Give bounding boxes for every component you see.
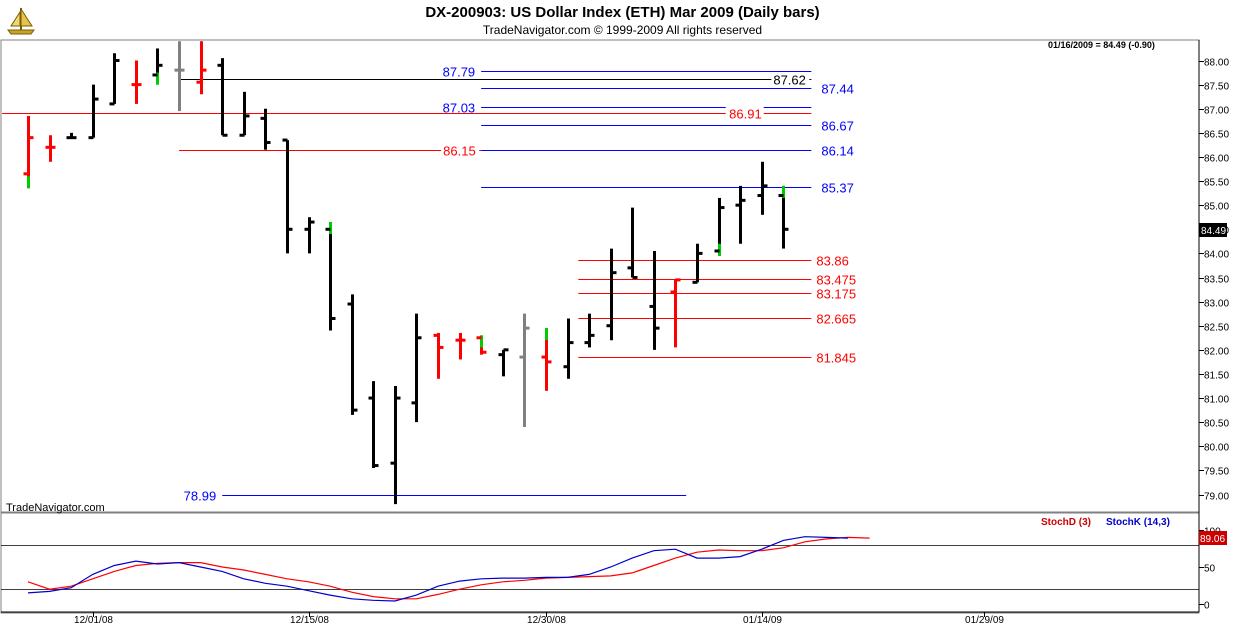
level-label-86.91: 86.91	[729, 107, 762, 122]
ohlc-bar	[563, 318, 574, 379]
ohlc-bar	[627, 207, 638, 279]
last-price-marker	[1199, 223, 1227, 237]
price-tick-label: 86.00	[1204, 154, 1229, 165]
price-tick-label: 87.00	[1204, 106, 1229, 117]
ohlc-bar	[735, 185, 746, 244]
ohlc-bar	[304, 217, 315, 254]
level-label-87.79: 87.79	[443, 65, 476, 80]
ohlc-bar	[23, 115, 34, 189]
ohlc-bar	[606, 248, 617, 341]
ohlc-bar	[260, 108, 271, 150]
ohlc-bar	[476, 335, 487, 355]
last-bar-readout: 01/16/2009 = 84.49 (-0.90)	[1048, 40, 1155, 50]
stoch-tick-label: 0	[1204, 601, 1210, 612]
ohlc-bar	[196, 41, 207, 95]
ohlc-bar	[455, 332, 466, 360]
ohlc-bar	[411, 313, 422, 423]
level-label-87.44: 87.44	[821, 82, 854, 97]
level-label-83.175: 83.175	[816, 287, 856, 302]
ohlc-bar	[109, 53, 120, 106]
price-tick-label: 84.00	[1204, 250, 1229, 261]
price-tick-label: 79.00	[1204, 492, 1229, 503]
level-label-87.03: 87.03	[443, 101, 476, 116]
chart-title: DX-200903: US Dollar Index (ETH) Mar 200…	[425, 4, 820, 21]
price-tick-label: 87.50	[1204, 82, 1229, 93]
price-tick-label: 83.50	[1204, 275, 1229, 286]
ohlc-bar	[347, 294, 358, 415]
price-axis: 88.0087.5087.0086.5086.0085.5085.0084.50…	[1199, 58, 1229, 503]
date-tick-label: 12/01/08	[74, 615, 113, 626]
ohlc-bar	[88, 84, 99, 140]
level-lines: 87.79 87.62 87.44 87.03 86.91 86.67 86.15 86.14…	[2, 65, 856, 504]
stoch-tick-label: 50	[1204, 564, 1216, 575]
ohlc-bar	[670, 278, 681, 348]
ohlc-bar	[152, 48, 163, 85]
stochastic-panel: 10050089.06	[1, 527, 1227, 612]
price-tick-label: 81.00	[1204, 395, 1229, 406]
level-label-78.99: 78.99	[184, 489, 217, 504]
price-tick-label: 85.00	[1204, 202, 1229, 213]
ohlc-bar	[584, 313, 595, 348]
ohlc-bar	[45, 135, 56, 162]
level-label-83.475: 83.475	[816, 273, 856, 288]
stoch-line-blue	[27, 536, 849, 602]
price-tick-label: 81.50	[1204, 371, 1229, 382]
level-label-bg	[725, 106, 764, 121]
level-label-85.37: 85.37	[821, 181, 854, 196]
stoch-value-label: 89.06	[1200, 534, 1225, 545]
ohlc-bar	[757, 161, 768, 215]
ohlc-bar	[390, 386, 401, 505]
level-label-81.845: 81.845	[816, 351, 856, 366]
level-label-87.62: 87.62	[773, 73, 806, 88]
copyright-subtitle: TradeNavigator.com © 1999-2009 All right…	[482, 23, 763, 37]
ohlc-bar	[282, 138, 293, 254]
date-tick-label: 01/29/09	[965, 615, 1004, 626]
ohlc-bar	[519, 313, 530, 427]
price-tick-label: 82.00	[1204, 347, 1229, 358]
ohlc-bar	[174, 41, 185, 112]
ohlc-bar	[778, 185, 789, 249]
price-tick-label: 80.50	[1204, 419, 1229, 430]
level-label-83.86: 83.86	[816, 254, 849, 269]
date-tick-label: 01/14/09	[743, 615, 782, 626]
legend-stochk: StochK (14,3)	[1106, 517, 1170, 528]
level-label-86.15: 86.15	[443, 144, 476, 159]
ohlc-bar	[368, 381, 379, 468]
level-label-86.14: 86.14	[821, 144, 854, 159]
watermark-text: TradeNavigator.com	[6, 502, 105, 514]
price-tick-label: 79.50	[1204, 467, 1229, 478]
ohlc-bar	[131, 60, 142, 104]
level-label-86.67: 86.67	[821, 119, 854, 134]
level-label-bg	[441, 143, 480, 158]
ohlc-bar	[239, 91, 250, 137]
ohlc-bar	[325, 222, 336, 331]
ohlc-bar	[649, 250, 660, 350]
date-tick-label: 12/30/08	[527, 615, 566, 626]
tradenavigator-logo	[4, 4, 38, 36]
ohlc-bar	[217, 58, 228, 137]
price-tick-label: 83.00	[1204, 299, 1229, 310]
level-label-bg	[771, 72, 810, 87]
price-tick-label: 86.50	[1204, 130, 1229, 141]
ohlc-bar	[433, 332, 444, 379]
price-tick-label: 88.00	[1204, 58, 1229, 69]
price-tick-label: 82.50	[1204, 323, 1229, 334]
level-label-82.665: 82.665	[816, 312, 856, 327]
ohlc-bar	[66, 132, 77, 140]
date-axis: 12/01/08 12/15/08 12/30/08 01/14/09 01/29/09	[74, 612, 1004, 626]
price-tick-label: 80.00	[1204, 443, 1229, 454]
date-tick-label: 12/15/08	[290, 615, 329, 626]
ohlc-bar	[498, 348, 509, 377]
ohlc-bar	[692, 243, 703, 284]
ohlc-bar	[541, 328, 552, 391]
legend-stochd: StochD (3)	[1041, 517, 1091, 528]
price-tick-label: 85.50	[1204, 178, 1229, 189]
ohlc-bar	[714, 197, 725, 256]
last-price-label: 84.49	[1201, 226, 1226, 237]
stoch-value-marker	[1199, 531, 1227, 545]
ohlc-bars	[23, 41, 789, 505]
